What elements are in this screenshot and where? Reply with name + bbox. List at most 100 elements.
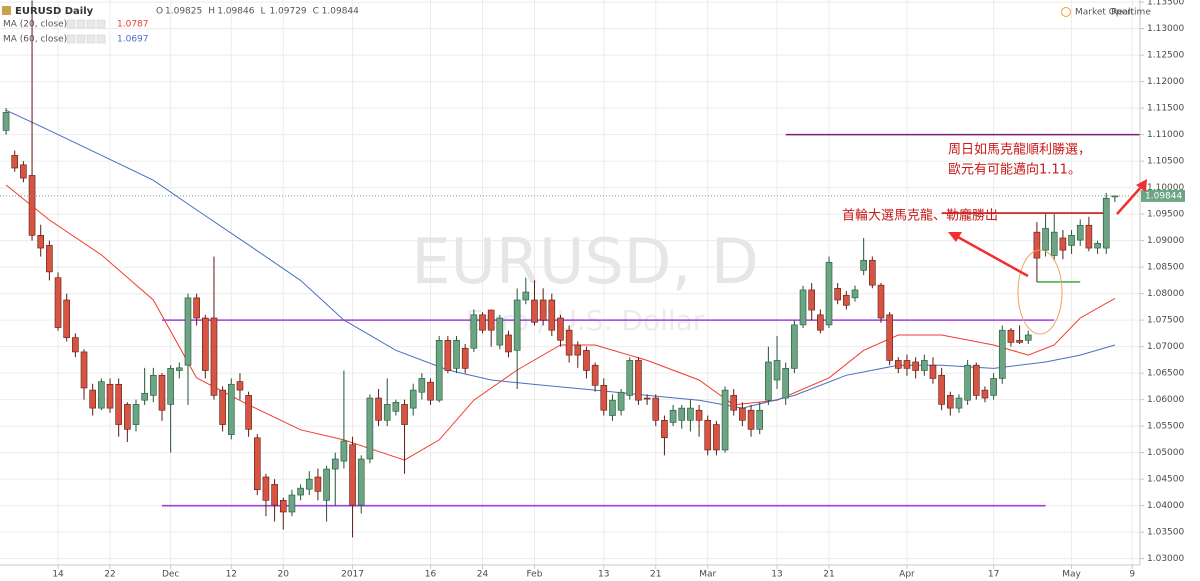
x-tick-label: Mar bbox=[699, 570, 716, 580]
y-tick-label: 1.09000 bbox=[1147, 236, 1184, 246]
candle-body bbox=[11, 154, 19, 169]
x-tick-label: 13 bbox=[771, 570, 782, 580]
symbol-icon bbox=[2, 6, 11, 15]
y-tick-label: 1.11000 bbox=[1147, 130, 1184, 140]
candle-body bbox=[1102, 197, 1110, 249]
candle-body bbox=[990, 378, 997, 396]
candle-body bbox=[401, 404, 408, 425]
candle-body bbox=[513, 299, 521, 351]
candle-body bbox=[219, 389, 226, 425]
ma-button bbox=[76, 34, 86, 44]
candle-body bbox=[340, 440, 348, 462]
candle-body bbox=[808, 289, 815, 311]
candle-body bbox=[747, 409, 755, 430]
candle-body bbox=[1076, 224, 1084, 241]
ma-button bbox=[66, 19, 76, 29]
y-tick-label: 1.05500 bbox=[1147, 422, 1184, 432]
candle-body bbox=[756, 409, 764, 430]
candle-body bbox=[869, 259, 876, 286]
candle-body bbox=[418, 378, 426, 393]
y-tick-label: 1.04500 bbox=[1147, 475, 1184, 485]
candle-body bbox=[1042, 228, 1049, 251]
candle-body bbox=[1111, 195, 1119, 198]
status-icon bbox=[1061, 7, 1071, 17]
y-tick-label: 1.03000 bbox=[1147, 554, 1184, 564]
candle-body bbox=[946, 395, 954, 409]
ohlc-value: 1.09729 bbox=[269, 7, 306, 17]
y-tick-label: 1.03500 bbox=[1147, 528, 1184, 538]
candle-body bbox=[383, 404, 391, 421]
candle-body bbox=[349, 444, 356, 506]
candle-body bbox=[1085, 224, 1093, 249]
candle-body bbox=[1016, 339, 1023, 343]
candle-body bbox=[972, 364, 980, 396]
candle-body bbox=[158, 374, 166, 411]
candle-body bbox=[565, 329, 573, 356]
candle-body bbox=[227, 383, 235, 435]
candle-body bbox=[253, 437, 261, 491]
candle-body bbox=[739, 407, 746, 421]
candle-body bbox=[782, 368, 789, 399]
x-tick-label: 13 bbox=[598, 570, 609, 580]
candle-body bbox=[886, 314, 893, 361]
candle-body bbox=[799, 289, 807, 326]
candle-body bbox=[1059, 237, 1067, 251]
ma-line bbox=[5, 109, 1116, 409]
candle-body bbox=[323, 468, 330, 501]
candle-body bbox=[479, 314, 486, 331]
candle-body bbox=[791, 324, 798, 369]
candle-body bbox=[912, 361, 919, 371]
candle-body bbox=[37, 235, 45, 249]
candle-body bbox=[46, 245, 53, 273]
market-status: Market Open bbox=[1075, 8, 1133, 18]
candle-body bbox=[210, 317, 218, 396]
candle-body bbox=[531, 299, 538, 323]
candle-body bbox=[1094, 242, 1101, 249]
candle-body bbox=[929, 364, 937, 379]
ohlc-key: L bbox=[260, 7, 265, 17]
ma-button bbox=[86, 19, 96, 29]
candle-body bbox=[591, 364, 599, 386]
ohlc-value: 1.09825 bbox=[165, 7, 202, 17]
candle-body bbox=[843, 294, 850, 306]
ohlc-key: O bbox=[156, 7, 163, 17]
candle-body bbox=[54, 277, 62, 328]
candle-body bbox=[409, 389, 417, 409]
candle-body bbox=[357, 458, 365, 506]
ohlc-key: C bbox=[313, 7, 319, 17]
candle-body bbox=[817, 314, 824, 331]
x-tick-label: 12 bbox=[226, 570, 237, 580]
y-tick-label: 1.06000 bbox=[1147, 395, 1184, 405]
y-tick-label: 1.10000 bbox=[1147, 183, 1184, 193]
annotation: 首輪大選馬克龍、勒龐勝出 bbox=[842, 208, 998, 224]
candle-body bbox=[539, 299, 547, 321]
x-tick-label: 14 bbox=[52, 570, 64, 580]
candle-body bbox=[305, 478, 313, 490]
candle-body bbox=[314, 476, 322, 492]
candle-body bbox=[288, 494, 296, 513]
candle-body bbox=[124, 404, 131, 430]
candle-body bbox=[955, 397, 963, 409]
ma-button bbox=[96, 34, 106, 44]
candle-body bbox=[713, 424, 720, 451]
symbol-title: EURUSD Daily bbox=[15, 6, 94, 17]
candle-body bbox=[981, 389, 989, 399]
candle-body bbox=[695, 409, 703, 421]
candle-body bbox=[72, 337, 79, 353]
candle-body bbox=[1024, 334, 1032, 341]
candle-body bbox=[202, 317, 209, 371]
ma-button bbox=[96, 19, 106, 29]
arrow bbox=[1116, 179, 1147, 215]
candle-body bbox=[167, 368, 174, 405]
candle-body bbox=[89, 389, 96, 409]
candle-body bbox=[938, 374, 945, 405]
candle-body bbox=[643, 397, 651, 400]
candle-body bbox=[860, 259, 867, 271]
x-tick-label: 2017 bbox=[341, 570, 364, 580]
candle-body bbox=[366, 397, 374, 460]
candle-body bbox=[141, 392, 148, 401]
watermark: EURUSD, D bbox=[411, 225, 758, 298]
ohlc-value: 1.09844 bbox=[322, 7, 359, 17]
candle-body bbox=[444, 339, 452, 371]
